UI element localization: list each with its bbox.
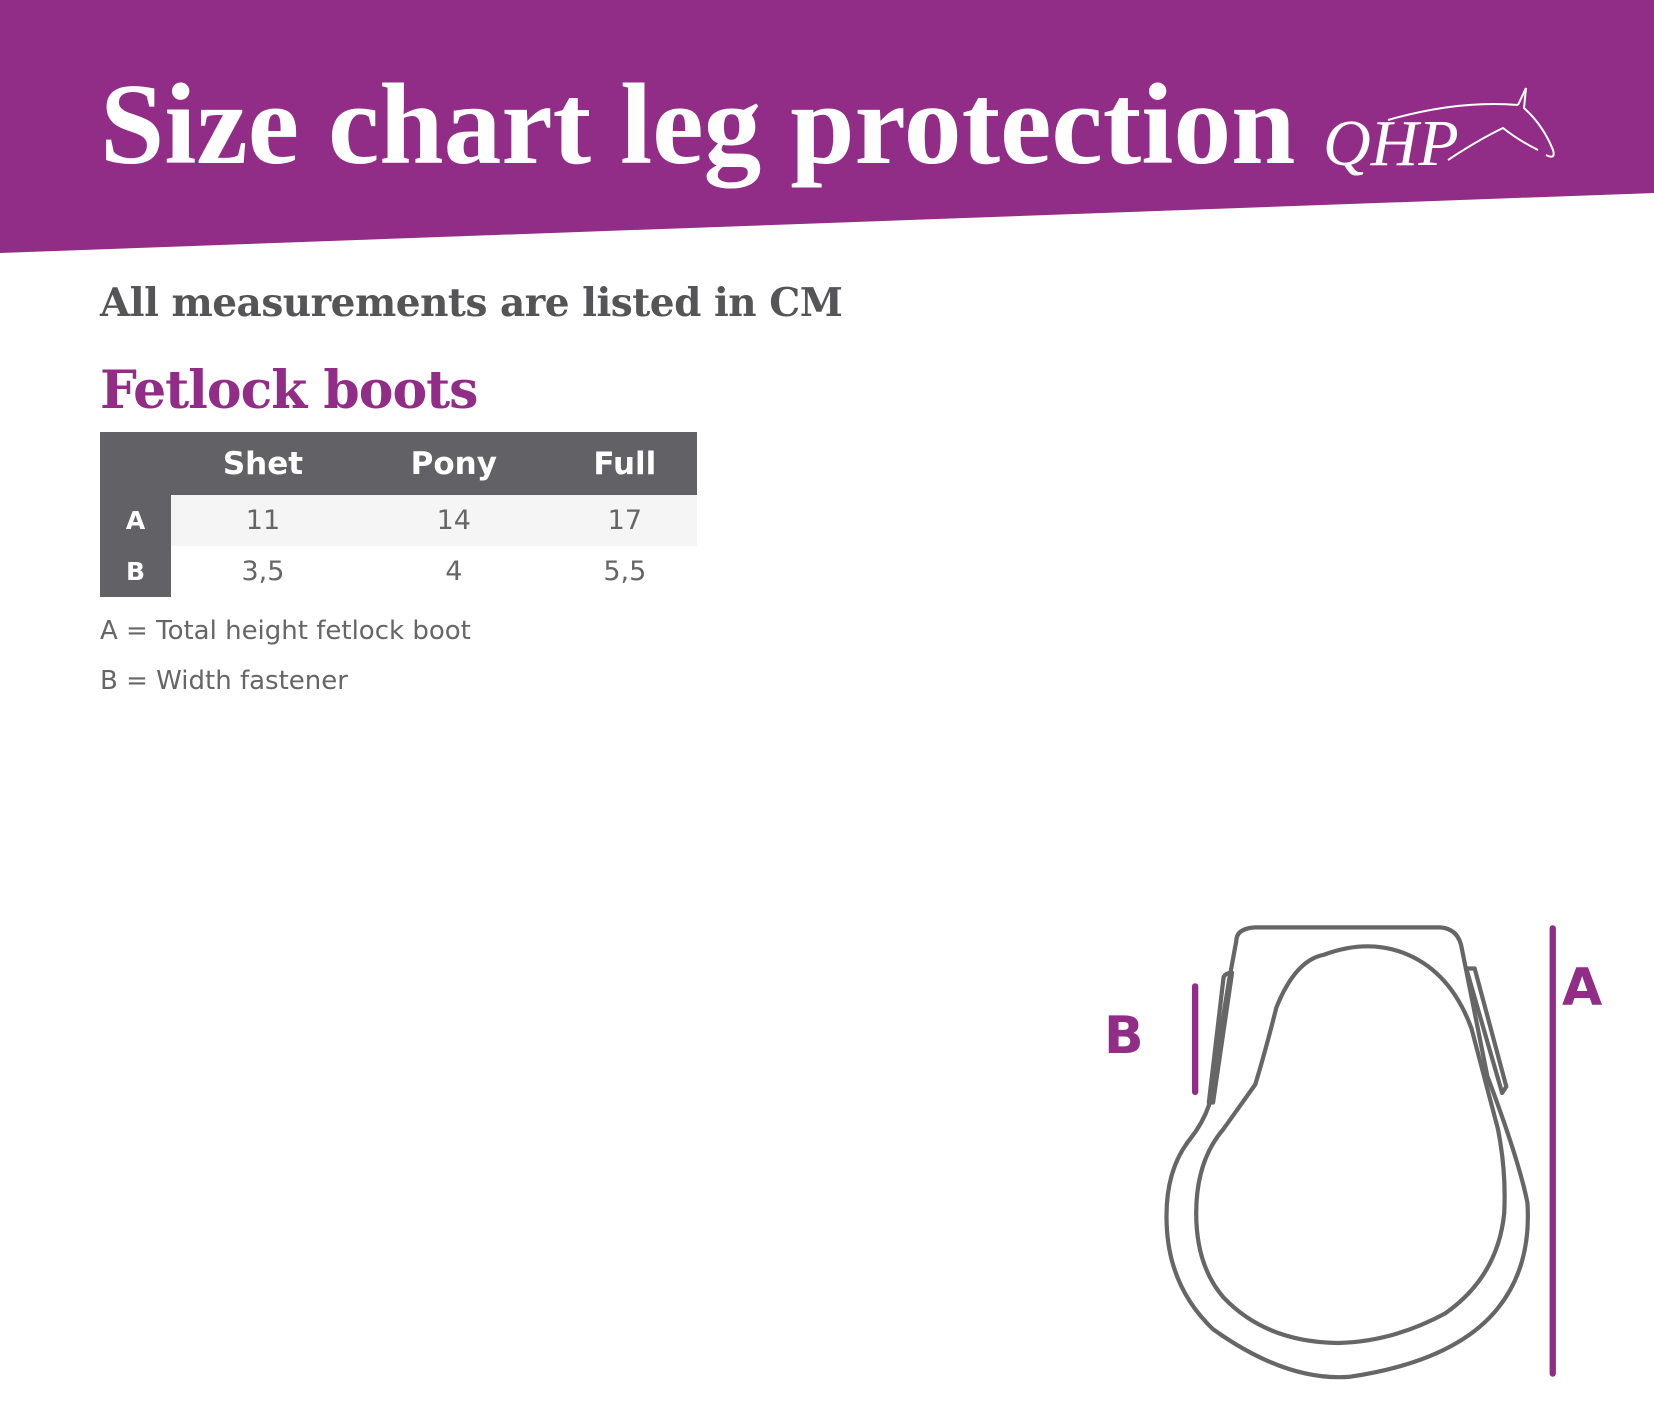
col-header: Pony: [354, 432, 553, 495]
right-strap: [1464, 966, 1509, 1096]
row-header: B: [100, 546, 171, 597]
measurement-note: All measurements are listed in CM: [100, 280, 843, 326]
cell: 3,5: [241, 556, 285, 587]
cell: 14: [354, 495, 553, 546]
boot-outer-outline: [1164, 925, 1530, 1380]
cell: 4: [445, 556, 463, 587]
section-title: Fetlock boots: [100, 360, 478, 421]
cell: 11: [171, 495, 355, 546]
col-header: [100, 432, 171, 495]
legend-a: A = Total height fetlock boot: [100, 616, 471, 646]
qhp-logo: QHP: [1323, 87, 1555, 180]
row-header: A: [100, 495, 171, 546]
header-banner: [0, 0, 1654, 253]
page-title: Size chart leg protection: [100, 61, 1296, 189]
table-row: B 3,5 4 5,5: [100, 546, 697, 597]
size-table: Shet Pony Full A 11 14 17 B 3,5 4 5,5: [100, 432, 697, 597]
col-header: Shet: [171, 432, 355, 495]
cell: 5,5: [603, 556, 647, 587]
cell: 17: [552, 495, 697, 546]
label-b: B: [1104, 1006, 1144, 1066]
table-header: Shet Pony Full: [100, 432, 697, 495]
label-a: A: [1562, 958, 1603, 1018]
left-strap: [1206, 970, 1235, 1105]
legend-b: B = Width fastener: [100, 666, 348, 696]
col-header: Full: [552, 432, 697, 495]
table-row: A 11 14 17: [100, 495, 697, 546]
boot-inner-outline: [1194, 944, 1507, 1346]
